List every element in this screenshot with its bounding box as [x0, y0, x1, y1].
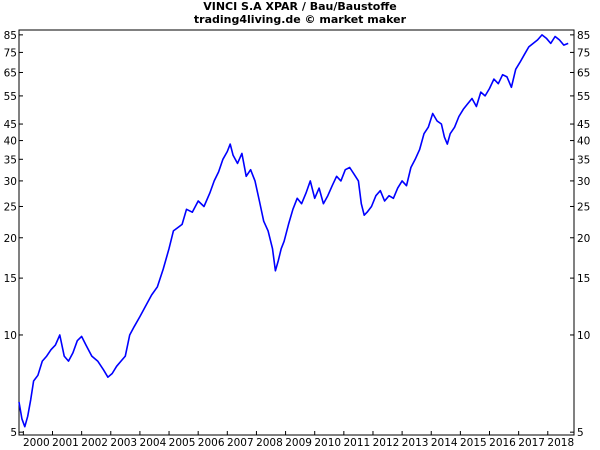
y-tick-label-left: 85 — [4, 30, 17, 42]
x-tick-label: 2007 — [227, 437, 254, 449]
x-tick-label: 2005 — [169, 437, 196, 449]
y-tick-label-left: 20 — [4, 233, 17, 245]
x-tick-label: 2012 — [373, 437, 400, 449]
y-tick-label-left: 40 — [4, 136, 17, 148]
x-tick-label: 2000 — [23, 437, 50, 449]
y-tick-label-left: 35 — [4, 154, 17, 166]
y-tick-label-right: 10 — [577, 330, 590, 342]
x-tick-label: 2010 — [314, 437, 341, 449]
y-tick-label-right: 30 — [577, 176, 590, 188]
y-tick-label-right: 15 — [577, 273, 590, 285]
plot-frame — [18, 29, 575, 436]
x-tick-label: 2018 — [547, 437, 574, 449]
x-tick-label: 2017 — [518, 437, 545, 449]
y-tick-label-left: 75 — [4, 47, 17, 59]
y-tick-label-left: 10 — [4, 330, 17, 342]
y-tick-label-left: 45 — [4, 119, 17, 131]
series-group — [18, 34, 569, 428]
x-tick-label: 2006 — [198, 437, 225, 449]
y-tick-label-right: 55 — [577, 91, 590, 103]
y-tick-label-right: 65 — [577, 67, 590, 79]
y-tick-label-right: 75 — [577, 47, 590, 59]
y-tick-label-left: 65 — [4, 67, 17, 79]
x-tick-label: 2011 — [343, 437, 370, 449]
y-tick-label-right: 40 — [577, 136, 590, 148]
series-line — [18, 34, 569, 428]
y-tick-label-left: 25 — [4, 201, 17, 213]
y-tick-label-right: 45 — [577, 119, 590, 131]
x-tick-label: 2015 — [460, 437, 487, 449]
x-tick-label: 2003 — [110, 437, 137, 449]
x-tick-label: 2016 — [489, 437, 516, 449]
y-tick-label-right: 5 — [577, 427, 584, 439]
chart-subtitle: trading4living.de © market maker — [193, 13, 407, 26]
x-tick-label: 2002 — [81, 437, 108, 449]
y-tick-label-right: 25 — [577, 201, 590, 213]
x-tick-label: 2009 — [285, 437, 312, 449]
x-tick-label: 2008 — [256, 437, 283, 449]
y-tick-label-right: 35 — [577, 154, 590, 166]
y-tick-label-left: 15 — [4, 273, 17, 285]
y-tick-label-right: 20 — [577, 233, 590, 245]
y-tick-label-left: 55 — [4, 91, 17, 103]
x-tick-label: 2014 — [431, 437, 458, 449]
x-tick-label: 2001 — [52, 437, 79, 449]
x-axis: 2000 2001 2002 2003 2004 2005 2006 2007 2008 2009… — [22, 431, 574, 449]
y-tick-label-right: 85 — [577, 30, 590, 42]
y-tick-label-left: 30 — [4, 176, 17, 188]
x-tick-label: 2013 — [402, 437, 429, 449]
chart-title: VINCI S.A XPAR / Bau/Baustoffe — [203, 0, 397, 13]
x-tick-label: 2004 — [140, 437, 167, 449]
y-tick-label-left: 5 — [10, 427, 17, 439]
chart-title-block: VINCI S.A XPAR / Bau/Baustoffe trading4l… — [0, 0, 600, 26]
